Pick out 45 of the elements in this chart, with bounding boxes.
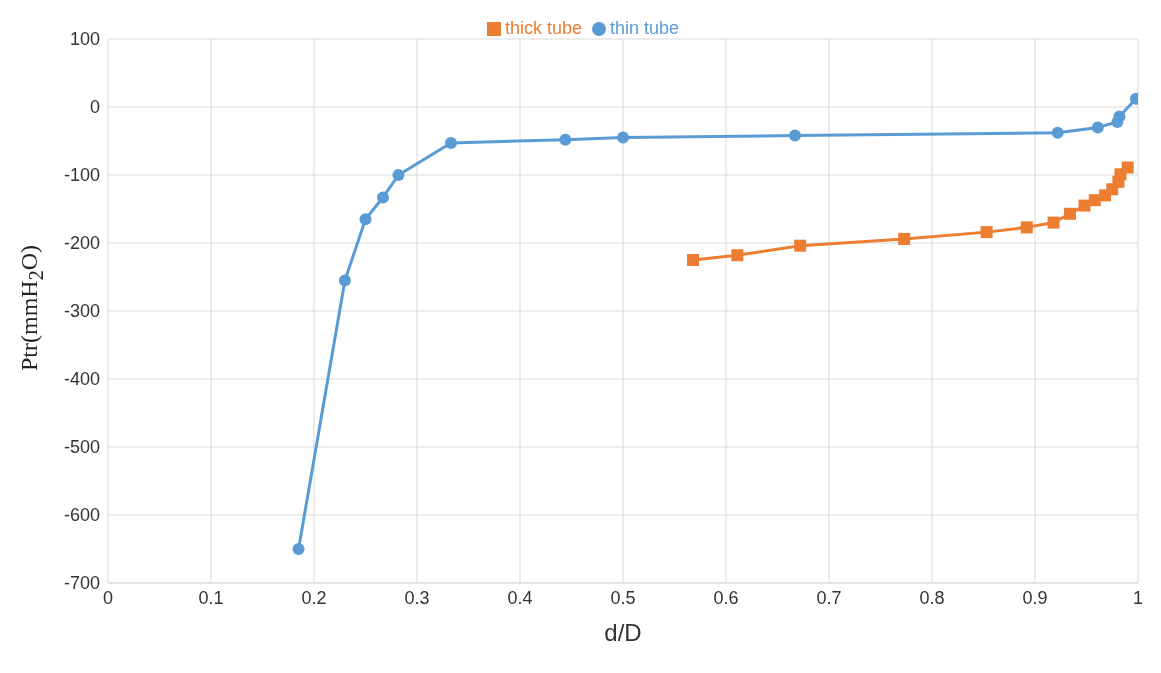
- x-tick-label: 0.3: [404, 587, 430, 608]
- point: [789, 129, 802, 142]
- y-tick-label: -100: [63, 165, 100, 186]
- legend-label: thick tube: [504, 18, 582, 38]
- point: [1091, 121, 1104, 134]
- point: [898, 232, 911, 245]
- point: [1121, 161, 1134, 174]
- y-tick-label: -200: [63, 233, 100, 254]
- y-tick-label: -300: [63, 301, 100, 322]
- x-tick-label: 0.8: [919, 587, 945, 608]
- y-tick-label: -400: [63, 369, 100, 390]
- point: [1051, 126, 1064, 139]
- x-tick-label: 0.6: [713, 587, 739, 608]
- y-tick-label: 100: [69, 29, 100, 50]
- point: [794, 239, 807, 252]
- x-tick-label: 0.1: [198, 587, 224, 608]
- point: [444, 137, 457, 150]
- point: [617, 131, 629, 144]
- point: [980, 226, 993, 239]
- x-tick-label: 0.7: [816, 587, 842, 608]
- x-axis-title: d/D: [604, 619, 642, 646]
- point: [559, 133, 572, 146]
- point: [377, 191, 390, 204]
- x-tick-label: 0.5: [610, 587, 636, 608]
- point: [1088, 194, 1101, 207]
- point: [1047, 216, 1060, 229]
- point: [1078, 199, 1091, 212]
- y-tick-label: 0: [89, 97, 100, 118]
- legend-label: thin tube: [609, 18, 680, 38]
- point: [359, 213, 372, 226]
- point: [338, 274, 351, 287]
- y-tick-label: -600: [63, 505, 100, 526]
- point: [392, 169, 405, 181]
- x-tick-label: 0.2: [301, 587, 327, 608]
- point: [687, 254, 700, 266]
- y-tick-label: -700: [63, 573, 100, 594]
- y-tick-label: -500: [63, 437, 100, 458]
- x-tick-label: 1: [1132, 587, 1144, 608]
- x-tick-label: 0.4: [507, 587, 533, 608]
- point: [1064, 207, 1077, 220]
- point: [1020, 221, 1033, 234]
- x-tick-label: 0: [102, 587, 114, 608]
- point: [731, 249, 744, 262]
- point: [292, 543, 305, 555]
- x-tick-label: 0.9: [1022, 587, 1048, 608]
